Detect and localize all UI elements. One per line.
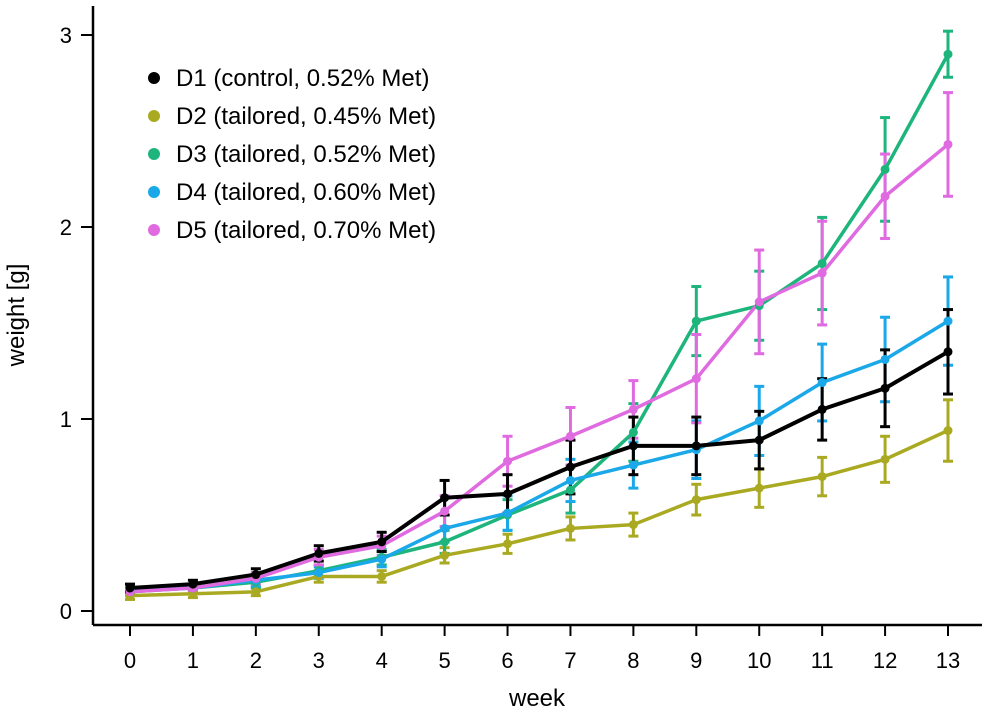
d3-data-point	[440, 537, 450, 547]
d3-data-point	[943, 49, 953, 59]
d2-data-point	[754, 483, 764, 493]
legend-marker-d3	[148, 148, 160, 160]
d5-data-point	[565, 431, 575, 441]
d1-data-point	[377, 537, 387, 547]
d4-data-point	[440, 523, 450, 533]
legend-label-d1: D1 (control, 0.52% Met)	[176, 65, 429, 92]
d2-data-point	[440, 550, 450, 560]
d4-data-point	[880, 354, 890, 364]
d4-series-line	[129, 319, 949, 592]
legend: D1 (control, 0.52% Met) D2 (tailored, 0.4…	[148, 65, 436, 244]
d3-data-point	[880, 164, 890, 174]
x-tick-label: 0	[124, 648, 136, 673]
series-lines	[129, 53, 950, 598]
d5-data-point	[691, 374, 701, 384]
d1-data-point	[503, 489, 513, 499]
legend-marker-d5	[148, 224, 160, 236]
d2-data-point	[565, 523, 575, 533]
legend-item-d5: D5 (tailored, 0.70% Met)	[148, 217, 436, 244]
x-tick-label: 10	[747, 648, 771, 673]
d1-series-line	[129, 350, 950, 590]
d4-data-point	[817, 378, 827, 388]
d4-data-point	[754, 416, 764, 426]
d3-data-point	[817, 258, 827, 268]
d3-series-line	[129, 53, 950, 594]
d4-data-point	[377, 554, 387, 564]
x-tick-label: 13	[936, 648, 960, 673]
y-tick-label: 3	[60, 23, 72, 48]
x-tick-label: 8	[627, 648, 639, 673]
d2-data-point	[943, 426, 953, 436]
axes	[91, 6, 982, 627]
d3-data-point	[691, 316, 701, 326]
d1-data-point	[188, 579, 198, 589]
x-tick-label: 5	[438, 648, 450, 673]
d1-data-point	[628, 441, 638, 451]
x-tick-label: 1	[187, 648, 199, 673]
legend-item-d4: D4 (tailored, 0.60% Met)	[148, 179, 436, 206]
x-tick-label: 7	[564, 648, 576, 673]
d1-data-point	[565, 462, 575, 472]
d5-data-point	[880, 191, 890, 201]
d5-data-point	[943, 139, 953, 149]
legend-item-d1: D1 (control, 0.52% Met)	[148, 65, 429, 92]
d4-data-point	[314, 568, 324, 578]
d2-data-point	[817, 472, 827, 482]
d1-data-point	[314, 548, 324, 558]
y-tick-label: 2	[60, 215, 72, 240]
x-tick-label: 3	[313, 648, 325, 673]
d1-data-point	[817, 404, 827, 414]
d5-data-point	[440, 506, 450, 516]
series-points	[125, 49, 953, 601]
legend-label-d3: D3 (tailored, 0.52% Met)	[176, 141, 436, 168]
x-tick-label: 4	[376, 648, 388, 673]
legend-marker-d4	[148, 186, 160, 198]
legend-label-d4: D4 (tailored, 0.60% Met)	[176, 179, 436, 206]
d2-data-point	[377, 571, 387, 581]
legend-marker-d2	[148, 110, 160, 122]
d1-data-point	[880, 383, 890, 393]
legend-label-d5: D5 (tailored, 0.70% Met)	[176, 217, 436, 244]
d1-data-point	[251, 570, 261, 580]
d1-data-point	[754, 435, 764, 445]
d2-data-point	[880, 454, 890, 464]
legend-marker-d1	[148, 72, 160, 84]
y-tick-label: 0	[60, 599, 72, 624]
x-tick-label: 12	[873, 648, 897, 673]
y-tick-label: 1	[60, 407, 72, 432]
d4-data-point	[943, 316, 953, 326]
d2-data-point	[251, 587, 261, 597]
x-tick-label: 11	[811, 648, 834, 673]
d1-data-point	[943, 347, 953, 357]
d2-data-point	[628, 520, 638, 530]
d1-data-point	[125, 583, 135, 593]
d3-data-point	[565, 485, 575, 495]
d2-data-point	[503, 539, 513, 549]
legend-item-d3: D3 (tailored, 0.52% Met)	[148, 141, 436, 168]
d2-series-line	[129, 428, 949, 598]
x-tick-label: 2	[250, 648, 262, 673]
x-tick-label: 9	[690, 648, 702, 673]
d5-series-line	[129, 143, 950, 594]
d5-data-point	[628, 404, 638, 414]
d5-data-point	[817, 268, 827, 278]
d1-data-point	[440, 493, 450, 503]
y-axis-title: weight [g]	[3, 264, 30, 368]
d1-data-point	[691, 441, 701, 451]
d5-data-point	[503, 456, 513, 466]
legend-item-d2: D2 (tailored, 0.45% Met)	[148, 103, 436, 130]
x-axis-title: week	[508, 685, 566, 712]
x-tick-label: 6	[501, 648, 513, 673]
d4-data-point	[565, 475, 575, 485]
d5-data-point	[754, 297, 764, 307]
d3-data-point	[628, 427, 638, 437]
d4-data-point	[503, 508, 513, 518]
d4-data-point	[628, 460, 638, 470]
d2-data-point	[691, 495, 701, 505]
legend-label-d2: D2 (tailored, 0.45% Met)	[176, 103, 436, 130]
